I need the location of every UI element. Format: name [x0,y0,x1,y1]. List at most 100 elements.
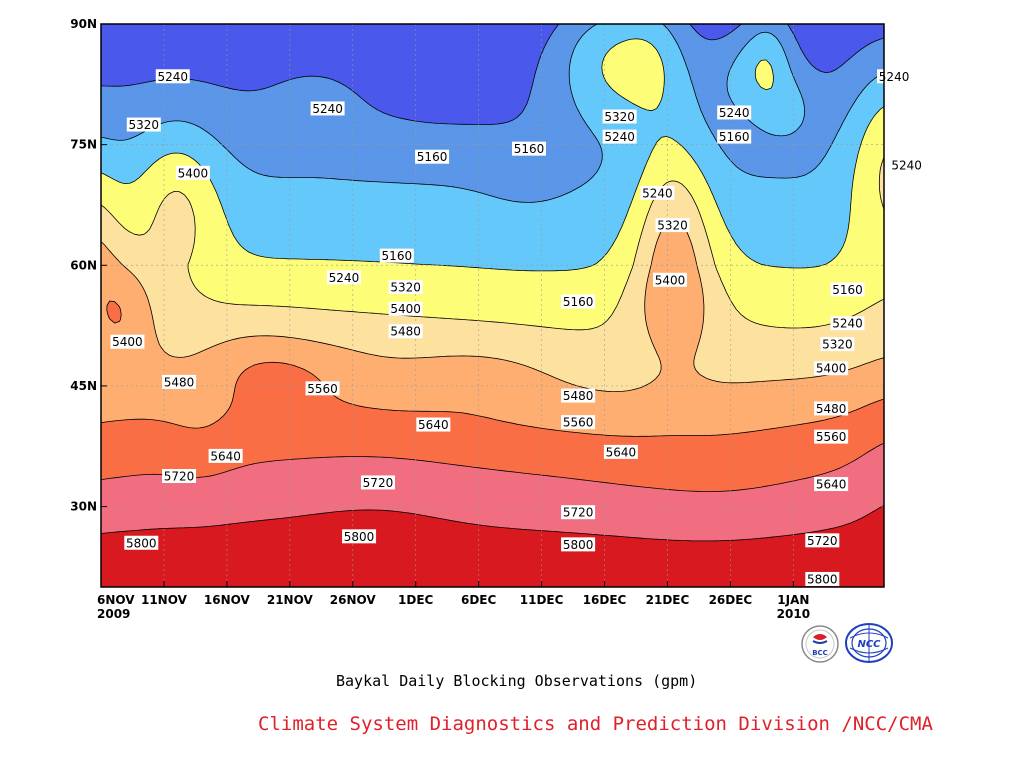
contour-label: 5240 [890,158,924,173]
x-tick-label: 11NOV [141,593,188,607]
y-tick-label: 75N [70,138,97,152]
contour-label-text: 5480 [164,375,195,389]
contour-label: 5480 [814,401,848,416]
contour-label-text: 5640 [816,478,847,492]
contour-label: 5560 [561,415,595,430]
contour-label: 5640 [814,477,848,492]
contour-label-text: 5480 [390,325,421,339]
contour-label-text: 5640 [210,449,241,463]
x-tick-label: 16NOV [204,593,251,607]
contour-label-text: 5240 [832,317,863,331]
contour-label: 5240 [327,270,361,285]
contour-label-text: 5560 [563,416,594,430]
x-tick-label: 26DEC [709,593,753,607]
contour-label-text: 5320 [390,281,421,295]
contour-label-text: 5640 [606,445,637,459]
plot-area: 5240 5320 5400 5400 5240 5160 5160 5320 5240 5240… [95,8,924,603]
contour-label: 5720 [561,505,595,520]
contour-label-text: 5320 [822,338,853,352]
contour-label-text: 5240 [157,70,188,84]
x-tick-label: 21NOV [267,593,314,607]
contour-label: 5160 [561,294,595,309]
contour-label-text: 5240 [312,102,343,116]
contour-label-text: 5160 [563,295,594,309]
x-tick-label: 6DEC [461,593,497,607]
contour-label-text: 5160 [832,283,863,297]
x-tick-label: 1JAN [777,593,809,607]
contour-label: 5320 [603,109,637,124]
contour-label: 5640 [209,449,243,464]
contour-label-text: 5240 [719,106,750,120]
contour-label: 5320 [127,118,161,133]
x-tick-label: 1DEC [398,593,434,607]
contour-label: 5800 [561,537,595,552]
y-tick-label: 90N [70,17,97,31]
contour-label-text: 5720 [807,534,838,548]
svg-text:BCC: BCC [812,649,828,657]
contour-label-text: 5800 [126,536,157,550]
contour-label-text: 5160 [382,249,413,263]
contour-label: 5400 [814,361,848,376]
contour-label: 5320 [820,337,854,352]
contour-label: 5800 [805,572,839,587]
contour-label-text: 5320 [604,110,635,124]
x-tick-year: 2009 [97,607,130,621]
contour-label: 5720 [361,475,395,490]
x-tick-label: 6NOV [97,593,135,607]
y-tick-label: 30N [70,500,97,514]
x-tick-label: 11DEC [520,593,564,607]
contour-label-text: 5480 [816,402,847,416]
contour-label-text: 5320 [129,118,160,132]
contour-label: 5640 [604,445,638,460]
contour-label: 5160 [830,282,864,297]
contour-label: 5800 [124,536,158,551]
contour-label: 5160 [415,150,449,165]
contour-label-text: 5480 [563,389,594,403]
x-tick-year: 2010 [777,607,810,621]
contour-label-text: 5400 [390,302,421,316]
contour-label-text: 5720 [563,506,594,520]
x-tick-label: 16DEC [583,593,627,607]
contour-label: 5640 [416,418,450,433]
ncc-logo: NCC [844,622,894,668]
contour-label: 5800 [342,529,376,544]
contour-line [255,8,492,10]
contour-label-text: 5160 [719,130,750,144]
contour-label-text: 5800 [344,530,375,544]
contour-label: 5240 [717,105,751,120]
contour-label-text: 5240 [642,186,673,200]
contour-label-text: 5400 [816,362,847,376]
contour-label: 5560 [814,430,848,445]
contour-label-text: 5560 [816,430,847,444]
x-tick-label: 21DEC [646,593,690,607]
contour-label: 5480 [162,375,196,390]
svg-text:NCC: NCC [857,639,881,650]
y-tick-label: 60N [70,258,97,272]
contour-label: 5480 [561,389,595,404]
contour-label-text: 5800 [563,538,594,552]
contour-label: 5560 [306,381,340,396]
contour-label: 5240 [603,130,637,145]
contour-label-text: 5640 [418,418,449,432]
contour-label: 5480 [389,324,423,339]
contour-label-text: 5720 [363,476,394,490]
contour-label: 5240 [877,69,911,84]
x-tick-label: 26NOV [330,593,377,607]
contour-label: 5240 [311,101,345,116]
contour-label: 5240 [830,316,864,331]
contour-label: 5160 [512,142,546,157]
contour-fills [95,8,891,603]
contour-label: 5400 [389,302,423,317]
contour-label: 5160 [717,130,751,145]
contour-label: 5720 [805,533,839,548]
bcc-logo: BCC [800,624,840,668]
contour-label: 5400 [110,335,144,350]
contour-label-text: 5320 [657,219,688,233]
contour-label: 5240 [640,186,674,201]
contour-label-text: 5240 [604,130,635,144]
y-tick-label: 45N [70,379,97,393]
contour-label: 5240 [156,69,190,84]
contour-label: 5160 [380,249,414,263]
contour-label-text: 5160 [514,142,545,156]
contour-label-text: 5240 [891,158,922,172]
